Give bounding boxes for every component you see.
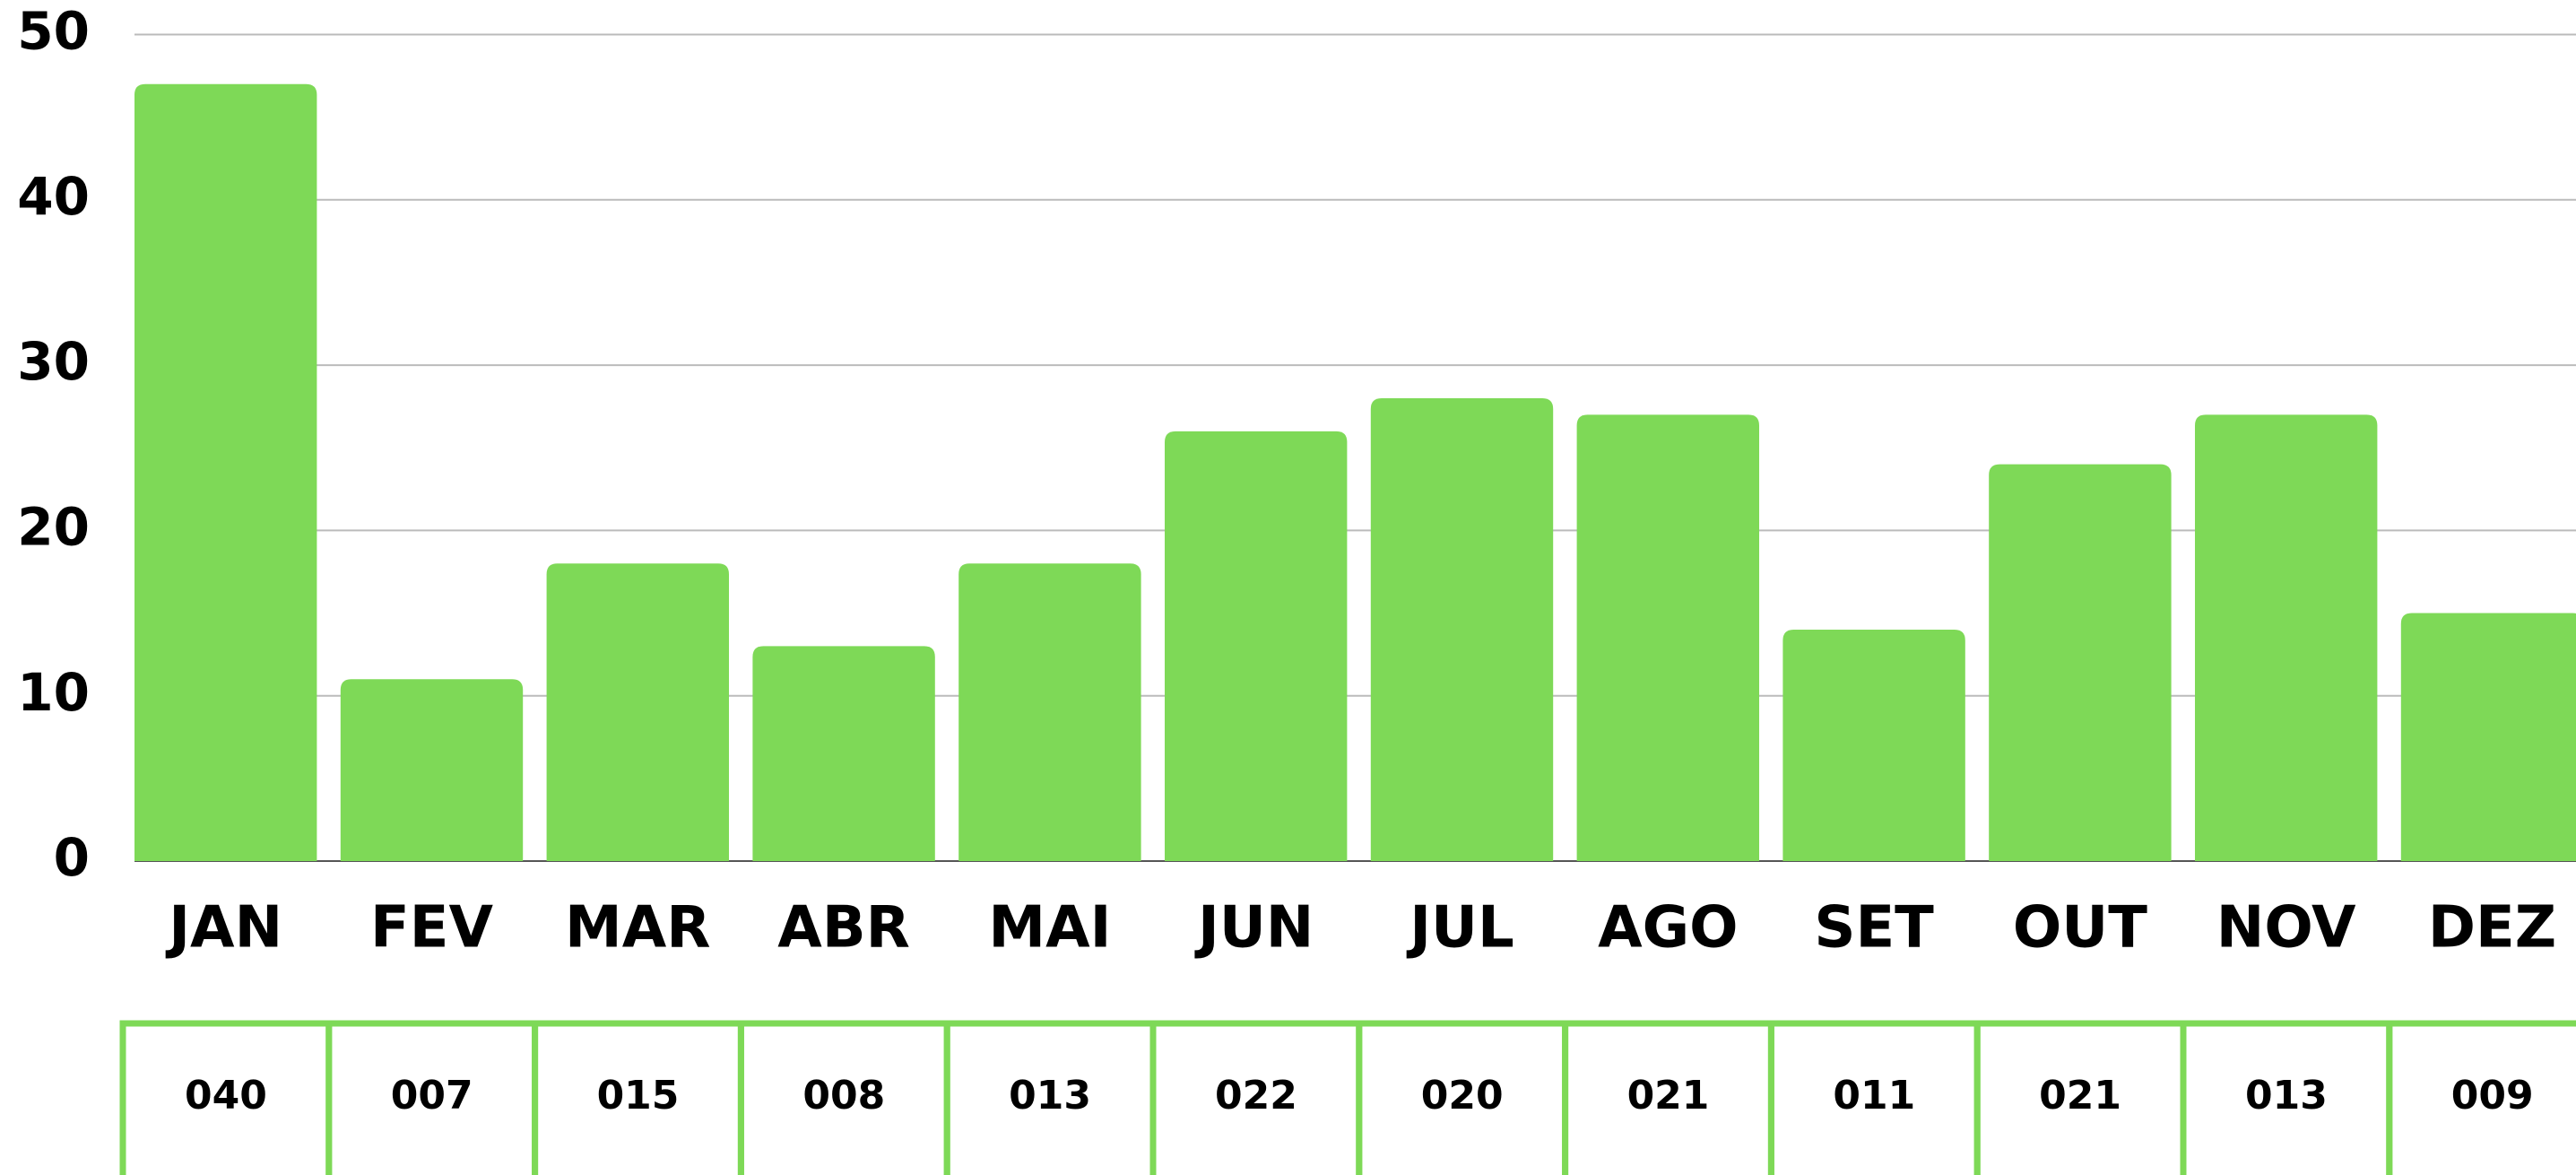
table-value: 040 [185,1073,267,1118]
bar [1782,629,1965,861]
table-value: 020 [1421,1073,1504,1118]
table-value: 009 [2451,1073,2534,1118]
x-tick-label: OUT [2013,895,2147,962]
x-tick-label: NOV [2216,895,2356,962]
y-tick-label: 40 [17,166,90,227]
y-tick-label: 30 [17,331,90,392]
table-value: 022 [1215,1073,1297,1118]
y-tick-label: 0 [54,827,90,888]
x-tick-label: SET [1814,895,1934,962]
table-value: 021 [2039,1073,2121,1118]
bar [1576,414,1759,861]
y-tick-label: 10 [17,662,90,723]
table-value: 013 [1009,1073,1091,1118]
table-value: 007 [391,1073,473,1118]
bar [134,83,317,862]
bar [1370,397,1554,862]
bar [1165,431,1348,861]
bar [546,563,729,861]
x-tick-label: JAN [165,895,282,962]
table-value: 015 [597,1073,680,1118]
x-tick-label: FEV [370,895,493,962]
table-value: 008 [802,1073,885,1118]
bar [1989,464,2172,861]
x-tick-label: DEZ [2428,895,2556,962]
table-value: 013 [2245,1073,2328,1118]
bar [2400,613,2576,861]
y-tick-label: 50 [17,1,90,62]
bar [340,679,524,861]
table-cell [2386,1020,2576,1175]
x-tick-label: JUL [1406,895,1514,962]
bar [752,646,935,861]
table-value: 011 [1833,1073,1915,1118]
table-value: 021 [1627,1073,1710,1118]
x-tick-label: JUN [1194,895,1314,962]
x-tick-label: MAR [565,895,711,962]
x-tick-label: AGO [1598,895,1738,962]
x-tick-label: MAI [988,895,1111,962]
x-tick-label: ABR [777,895,910,962]
bar [2195,414,2378,861]
bar [958,563,1141,861]
y-tick-label: 20 [17,497,90,558]
